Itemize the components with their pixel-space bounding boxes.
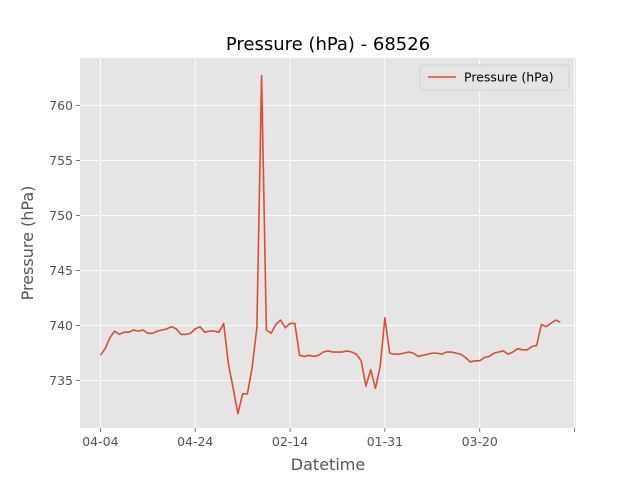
x-tick-label: 03-20 <box>462 434 498 449</box>
x-tick-label: 01-31 <box>367 434 403 449</box>
legend-label: Pressure (hPa) <box>464 70 554 85</box>
y-tick-label: 760 <box>49 98 73 113</box>
series-layer <box>99 74 561 415</box>
x-tick-label: 02-14 <box>272 434 308 449</box>
y-axis-label: Pressure (hPa) <box>18 186 37 301</box>
y-tick-label: 740 <box>49 318 73 333</box>
y-tick-label: 745 <box>49 263 73 278</box>
x-axis-ticks: 04-04 04-24 02-14 01-31 03-20 <box>82 428 575 449</box>
y-tick-label: 755 <box>49 153 73 168</box>
legend-box <box>419 64 570 91</box>
x-tick-label: 04-24 <box>177 434 213 449</box>
x-tick-label: 04-04 <box>82 434 118 449</box>
chart-title: Pressure (hPa) - 68526 <box>226 34 430 55</box>
y-tick-label: 750 <box>49 208 73 223</box>
series-line-pressure <box>99 74 561 415</box>
plot-area <box>80 58 576 428</box>
legend: Pressure (hPa) <box>419 64 570 91</box>
grid-lines <box>80 58 576 428</box>
x-axis-label: Datetime <box>291 455 365 474</box>
y-tick-label: 735 <box>49 373 73 388</box>
y-axis-ticks: 735 740 745 750 755 760 <box>49 98 80 388</box>
